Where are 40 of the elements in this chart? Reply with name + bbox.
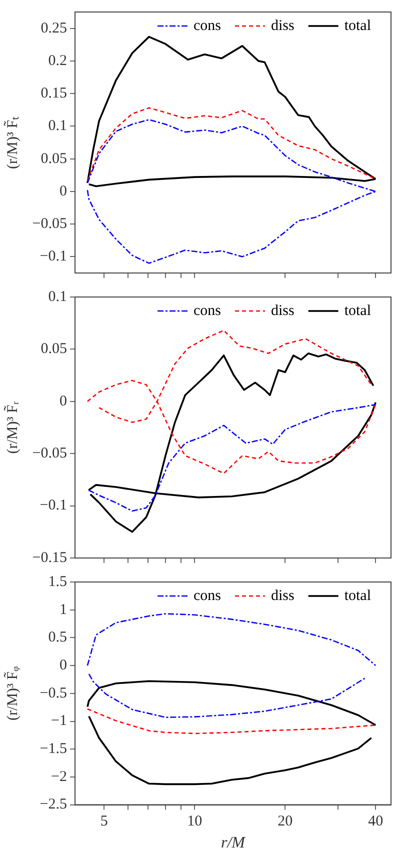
y-axis-title: (r/M)³ F̃ᵣ xyxy=(3,400,21,454)
y-tick-label: −1 xyxy=(51,713,67,730)
y-tick-label: 0.05 xyxy=(40,341,67,358)
y-tick-label: 0.2 xyxy=(48,52,67,69)
x-tick-label: 10 xyxy=(187,814,202,830)
legend-label: cons xyxy=(194,302,222,319)
legend-label: cons xyxy=(194,588,222,604)
y-tick-label: −1.5 xyxy=(40,741,67,758)
y-tick-label: −0.1 xyxy=(40,248,67,265)
y-tick-label: 1 xyxy=(60,602,67,618)
legend-label: diss xyxy=(271,302,294,319)
x-tick-label: 5 xyxy=(100,814,108,830)
y-tick-label: 0.5 xyxy=(48,630,67,646)
y-axis-title: (r/M)³ F̃ₜ xyxy=(3,116,21,170)
y-tick-label: 0 xyxy=(60,393,67,410)
y-tick-label: −2.5 xyxy=(40,796,67,813)
legend-label: total xyxy=(344,302,372,319)
legend-label: total xyxy=(344,588,372,604)
y-tick-label: 0.05 xyxy=(40,150,67,167)
y-tick-label: −2 xyxy=(51,768,67,785)
x-tick-label: 40 xyxy=(368,814,384,830)
y-tick-label: −0.1 xyxy=(40,498,67,514)
y-tick-label: −0.5 xyxy=(40,685,67,702)
legend-label: diss xyxy=(271,588,294,604)
legend-label: diss xyxy=(271,18,294,34)
legend-label: total xyxy=(344,18,372,34)
y-tick-label: −0.05 xyxy=(32,216,67,232)
y-tick-label: −0.15 xyxy=(32,550,67,566)
y-tick-label: 0.15 xyxy=(40,86,67,102)
y-tick-label: 0 xyxy=(60,657,67,674)
y-tick-label: 0.1 xyxy=(48,288,67,305)
y-tick-label: 0.1 xyxy=(48,118,67,134)
legend-label: cons xyxy=(194,18,222,34)
y-tick-label: 0 xyxy=(60,183,67,200)
y-tick-label: 1.5 xyxy=(48,574,67,590)
x-axis-title: r/M xyxy=(221,834,247,852)
y-tick-label: −0.05 xyxy=(32,446,67,462)
y-axis-title: (r/M)³ F̃ᵩ xyxy=(3,666,21,720)
x-tick-label: 20 xyxy=(278,814,293,830)
y-tick-label: 0.25 xyxy=(40,20,67,36)
